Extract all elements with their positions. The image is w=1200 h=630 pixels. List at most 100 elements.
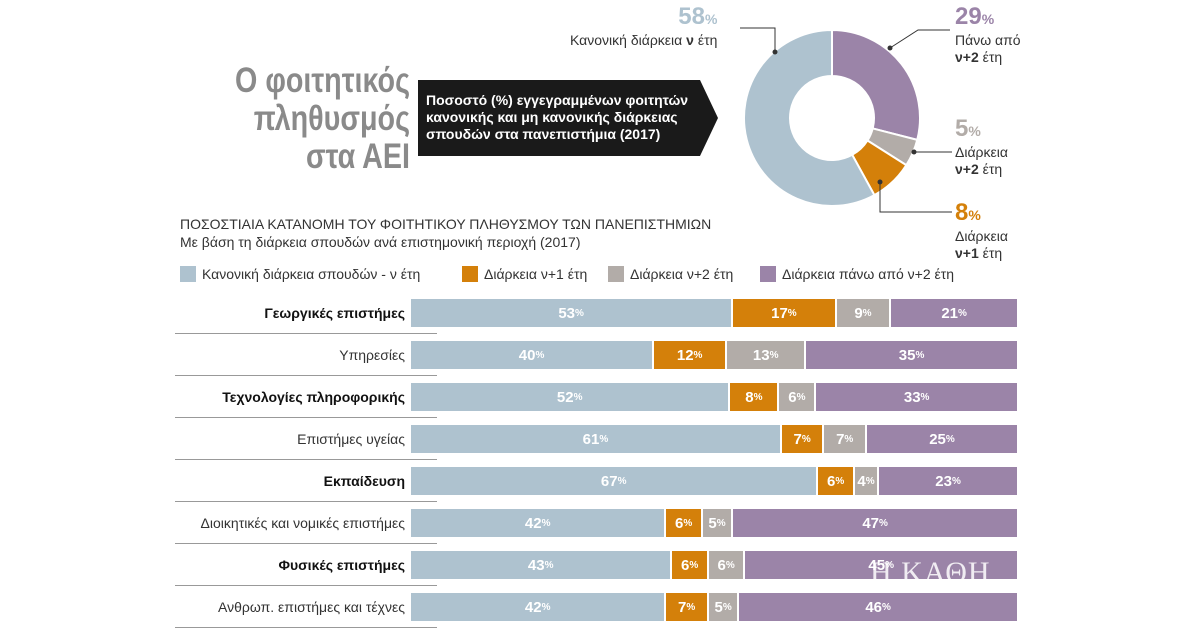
category-label: Διοικητικές και νομικές επιστήμες	[200, 515, 405, 531]
bar-segment: 40%	[411, 341, 655, 369]
donut-label-normal: 58% Κανονική διάρκεια ν έτη	[570, 4, 717, 49]
legend-item: Διάρκεια πάνω από ν+2 έτη	[760, 266, 954, 282]
percent-sign: %	[722, 601, 732, 613]
bar-value-label: 35	[898, 346, 916, 364]
chart-subtitle: ΠΟΣΟΣΤΙΑΙΑ ΚΑΤΑΝΟΜΗ ΤΟΥ ΦΟΙΤΗΤΙΚΟΥ ΠΛΗΘΥ…	[180, 215, 711, 251]
percent-sign: %	[541, 601, 551, 613]
title-line: στα ΑΕΙ	[305, 137, 410, 176]
leader-line	[889, 29, 950, 49]
percent-sign: %	[951, 475, 961, 487]
category-label: Ανθρωπ. επιστήμες και τέχνες	[218, 599, 405, 615]
bar-segment: 6%	[666, 509, 703, 537]
watermark-logo: Η ΚΑΘΗ	[870, 556, 991, 589]
row-divider	[175, 417, 437, 418]
bar-segment: 33%	[816, 383, 1019, 411]
percent-sign: %	[769, 349, 779, 361]
bar-value-label: 33	[903, 388, 921, 406]
main-title: Ο φοιτητικός πληθυσμός στα ΑΕΙ	[221, 62, 410, 176]
percent-sign: %	[787, 307, 797, 319]
subtitle-line: ΠΟΣΟΣΤΙΑΙΑ ΚΑΤΑΝΟΜΗ ΤΟΥ ΦΟΙΤΗΤΙΚΟΥ ΠΛΗΘΥ…	[180, 216, 712, 232]
bar-segment: 23%	[879, 467, 1019, 495]
percent-sign: %	[844, 433, 854, 445]
bar-segment: 35%	[806, 341, 1019, 369]
donut-pct: 58	[678, 3, 705, 30]
leader-dot	[887, 45, 893, 51]
donut-label-after: έτη	[978, 49, 1003, 65]
percent-sign: %	[885, 559, 894, 571]
bar-segment: 6%	[672, 551, 709, 579]
bar-value-label: 4	[857, 472, 866, 490]
percent-sign: %	[683, 517, 693, 529]
bar-segment: 45%	[745, 551, 1019, 579]
bar-segment: 5%	[702, 509, 734, 537]
percent-sign: %	[573, 391, 583, 403]
legend-label: Κανονική διάρκεια σπουδών - ν έτη	[202, 266, 421, 282]
bar-segment: 9%	[836, 299, 892, 327]
leader-dot	[772, 49, 778, 55]
percent-sign: %	[981, 11, 995, 27]
bar-segment: 7%	[666, 593, 709, 621]
category-label: Υπηρεσίες	[339, 347, 405, 363]
percent-sign: %	[541, 517, 551, 529]
percent-sign: %	[689, 559, 699, 571]
donut-label-text: Διάρκεια	[955, 144, 1008, 160]
bar-value-label: 6	[717, 556, 726, 574]
bar-value-label: 42	[524, 598, 542, 616]
category-label: Τεχνολογίες πληροφορικής	[222, 389, 405, 405]
donut-pct: 5	[955, 115, 969, 142]
row-divider	[175, 543, 437, 544]
bar-segment: 47%	[733, 509, 1019, 537]
legend-label: Διάρκεια ν+2 έτη	[630, 266, 734, 282]
bar-segment: 43%	[411, 551, 673, 579]
subtitle-line: Με βάση τη διάρκεια σπουδών ανά επιστημο…	[180, 234, 581, 250]
percent-sign: %	[835, 475, 845, 487]
percent-sign: %	[704, 11, 718, 27]
legend-item: Διάρκεια ν+2 έτη	[608, 266, 733, 282]
title-line: πληθυσμός	[253, 99, 410, 138]
bar-segment: 42%	[411, 593, 667, 621]
percent-sign: %	[544, 559, 554, 571]
bar-segment: 42%	[411, 509, 667, 537]
row-divider	[175, 501, 437, 502]
percent-sign: %	[716, 517, 726, 529]
bar-value-label: 17	[771, 304, 788, 322]
donut-slice	[743, 28, 876, 207]
bar-segment: 6%	[818, 467, 855, 495]
bar-segment: 46%	[739, 593, 1019, 621]
bar-value-label: 7	[678, 598, 687, 616]
bar-value-label: 21	[941, 304, 959, 322]
donut-label-bold: ν+2	[955, 161, 979, 177]
bar-value-label: 45	[868, 556, 886, 574]
legend-label: Διάρκεια ν+1 έτη	[484, 266, 588, 282]
donut-label-bold: ν+1	[955, 245, 979, 261]
leader-line	[740, 27, 776, 52]
percent-sign: %	[865, 475, 875, 487]
bar-value-label: 47	[862, 514, 879, 532]
row-divider	[175, 459, 437, 460]
bar-value-label: 61	[582, 430, 600, 448]
bar-value-label: 7	[793, 430, 802, 448]
bar-value-label: 6	[674, 514, 684, 532]
bar-segment: 25%	[867, 425, 1019, 453]
category-label: Εκπαίδευση	[323, 473, 405, 489]
legend-swatch	[608, 266, 624, 282]
bar-value-label: 5	[708, 514, 717, 532]
category-label: Επιστήμες υγείας	[297, 431, 405, 447]
percent-sign: %	[915, 349, 925, 361]
percent-sign: %	[725, 559, 735, 571]
bar-value-label: 46	[865, 598, 883, 616]
row-divider	[175, 585, 437, 586]
percent-sign: %	[968, 123, 981, 139]
bar-value-label: 7	[836, 430, 845, 448]
percent-sign: %	[575, 307, 584, 319]
donut-label-after: έτη	[978, 161, 1003, 177]
bar-value-label: 23	[935, 472, 952, 490]
leader-line	[879, 182, 952, 213]
legend-item: Διάρκεια ν+1 έτη	[462, 266, 587, 282]
legend-swatch	[462, 266, 478, 282]
legend-swatch	[760, 266, 776, 282]
bar-segment: 4%	[854, 467, 880, 495]
donut-label-v2: 5% Διάρκεια ν+2 έτη	[955, 116, 1008, 178]
bar-value-label: 5	[714, 598, 723, 616]
